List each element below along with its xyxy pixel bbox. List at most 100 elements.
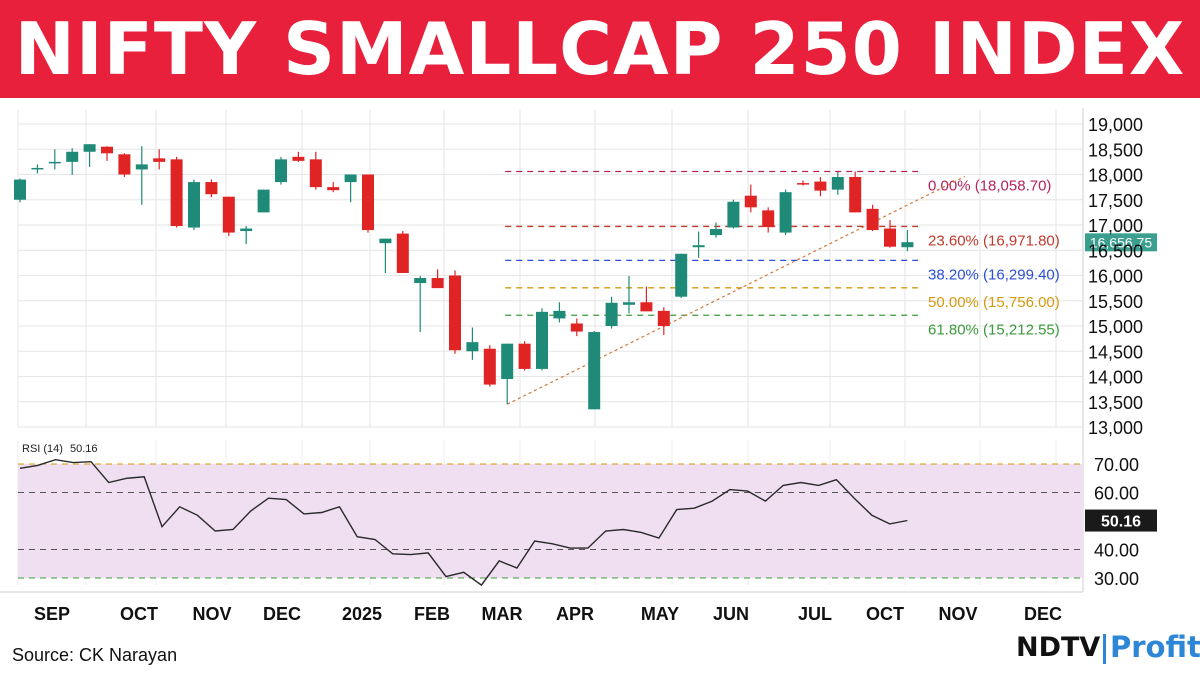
candle-body: [153, 158, 166, 162]
candle-body: [362, 174, 374, 231]
logo-ndtv-text: NDTV: [1016, 632, 1101, 663]
x-tick-label: SEP: [34, 604, 70, 624]
price-tick-label: 18,000: [1088, 166, 1143, 186]
candle-body: [344, 174, 357, 183]
candle-body: [570, 323, 583, 332]
x-tick-label: MAR: [482, 604, 523, 624]
candle-body: [188, 182, 200, 228]
candle: [153, 149, 166, 170]
candle-body: [692, 245, 705, 248]
candle: [553, 302, 566, 323]
last-price-box: [1085, 233, 1157, 252]
logo-profit-text: Profit: [1110, 630, 1200, 664]
candle: [170, 156, 183, 228]
candle-body: [205, 182, 218, 195]
x-tick-label: JUL: [798, 604, 832, 624]
chart-title: NIFTY SMALLCAP 250 INDEX: [14, 7, 1186, 91]
candle: [605, 296, 618, 329]
candle: [344, 174, 357, 203]
candle: [744, 184, 757, 213]
candle: [449, 270, 461, 354]
candle-body: [292, 156, 305, 161]
candle-body: [48, 161, 61, 164]
candle-body: [536, 311, 548, 369]
fib-level-label: 23.60% (16,971.80): [928, 232, 1060, 249]
candle: [135, 146, 148, 205]
price-tick-label: 17,000: [1088, 216, 1143, 236]
candle: [797, 180, 809, 186]
candle-body: [866, 208, 879, 231]
candle: [518, 341, 531, 371]
logo-divider: [1103, 634, 1106, 664]
x-tick-label: FEB: [414, 604, 450, 624]
candle-body: [640, 302, 653, 312]
candle-body: [118, 154, 131, 175]
candle-body: [240, 228, 253, 232]
last-price-label: 16,656.75: [1090, 234, 1152, 250]
candle: [118, 153, 131, 178]
candle-body: [466, 342, 479, 352]
axes: 16,656.75 19,000 18,500 18,000 17,500 17,000 1…: [22, 115, 1157, 624]
candle: [536, 308, 548, 371]
rsi-tick-label: 70.00: [1094, 455, 1139, 475]
price-tick-label: 13,500: [1088, 393, 1143, 413]
candle: [257, 189, 270, 213]
candle-body: [275, 159, 287, 183]
candle-body: [727, 201, 740, 228]
candle: [779, 189, 792, 236]
candle-body: [501, 343, 514, 380]
candle-body: [309, 159, 322, 188]
candle-body: [831, 177, 844, 190]
candle-body: [327, 187, 340, 191]
candle: [14, 178, 26, 203]
candle-body: [675, 253, 688, 297]
rsi-last-value-label: 50.16: [1101, 514, 1141, 531]
candle-body: [779, 192, 792, 233]
candle: [901, 230, 914, 252]
x-tick-label: NOV: [192, 604, 231, 624]
price-tick-label: 15,000: [1088, 317, 1143, 337]
candle: [362, 174, 374, 233]
candle: [396, 231, 409, 273]
fib-level-label: 50.00% (15,756.00): [928, 294, 1060, 311]
x-tick-label: 2025: [342, 604, 382, 624]
rsi-band: [18, 463, 1083, 579]
candle: [327, 182, 340, 193]
candle: [814, 177, 827, 197]
candle-body: [66, 151, 79, 162]
candle: [431, 269, 444, 289]
source-note: Source: CK Narayan: [12, 645, 178, 665]
candle-body: [83, 144, 96, 152]
rsi-band-fill: [18, 464, 1083, 578]
x-tick-label: APR: [556, 604, 594, 624]
rsi-series: [19, 458, 908, 587]
rsi-line: [19, 458, 908, 587]
candle: [831, 171, 844, 195]
candle: [48, 149, 61, 170]
candle: [570, 318, 583, 337]
candle-body: [588, 332, 601, 410]
candle-body: [901, 242, 914, 248]
fib-level-label: 0.00% (18,058.70): [928, 178, 1051, 195]
candle-body: [379, 238, 392, 244]
candle-body: [657, 310, 670, 326]
fib-level-label: 61.80% (15,212.55): [928, 321, 1060, 338]
candle-body: [518, 343, 531, 369]
candle: [466, 327, 479, 360]
price-tick-label: 17,500: [1088, 191, 1143, 211]
candle: [188, 179, 200, 231]
candle: [483, 345, 496, 387]
candle-body: [762, 210, 775, 228]
candle-body: [396, 233, 409, 273]
rsi-title: RSI (14): [22, 443, 63, 455]
candle-body: [797, 183, 809, 185]
candle-body: [101, 146, 113, 154]
price-tick-label: 13,000: [1088, 418, 1143, 438]
candle: [501, 343, 514, 405]
title-banner: NIFTY SMALLCAP 250 INDEX: [0, 0, 1200, 98]
candle: [275, 156, 287, 185]
candle-body: [710, 229, 722, 236]
candle: [66, 148, 79, 176]
x-tick-label: DEC: [263, 604, 301, 624]
candle: [710, 222, 722, 238]
